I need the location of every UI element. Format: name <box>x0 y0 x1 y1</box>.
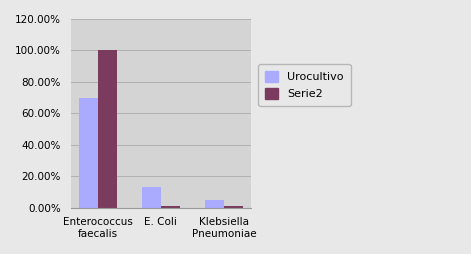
Bar <box>142 187 161 208</box>
Bar <box>161 206 180 208</box>
Legend: Urocultivo, Serie2: Urocultivo, Serie2 <box>259 64 350 106</box>
Bar <box>79 98 98 208</box>
Bar <box>224 206 243 208</box>
Bar <box>98 51 117 208</box>
Bar <box>205 200 224 208</box>
